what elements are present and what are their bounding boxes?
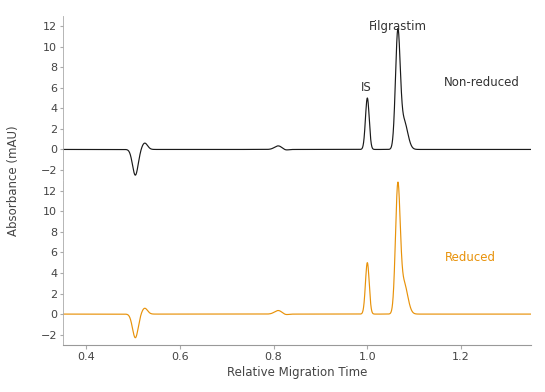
- Text: Reduced: Reduced: [445, 251, 496, 264]
- X-axis label: Relative Migration Time: Relative Migration Time: [227, 366, 367, 379]
- Text: Filgrastim: Filgrastim: [369, 20, 427, 33]
- Text: Absorbance (mAU): Absorbance (mAU): [7, 125, 20, 236]
- Text: IS: IS: [361, 81, 372, 94]
- Text: Non-reduced: Non-reduced: [444, 76, 520, 89]
